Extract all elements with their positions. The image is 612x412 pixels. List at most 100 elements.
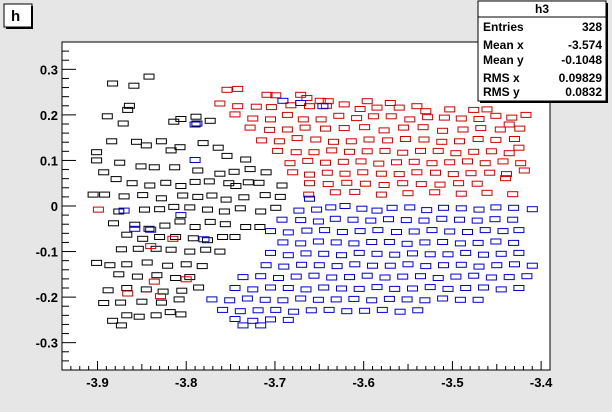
data-point-s2-132	[224, 297, 236, 304]
x-tick-label: -3.7	[264, 375, 286, 390]
data-point-s0-57	[274, 193, 286, 200]
data-point-s0-117	[133, 313, 145, 320]
data-point-s2-10	[325, 204, 337, 211]
data-point-s1-8	[361, 98, 373, 105]
data-point-s0-43	[253, 179, 265, 186]
data-point-s1-90	[337, 158, 349, 165]
data-point-s1-62	[328, 138, 339, 145]
data-point-s2-79	[495, 250, 507, 257]
data-point-s2-65	[508, 239, 520, 246]
data-point-s2-52	[277, 239, 289, 246]
data-point-s1-125	[375, 191, 387, 198]
data-point-s0-18	[197, 140, 209, 147]
plot-frame[interactable]	[61, 41, 551, 371]
data-point-s0-16	[165, 147, 177, 154]
data-point-s2-55	[330, 239, 342, 246]
data-point-s1-0	[221, 86, 233, 93]
data-point-s0-37	[175, 183, 187, 189]
data-point-s0-83	[202, 237, 213, 244]
data-point-s2-145	[454, 296, 466, 303]
data-point-s0-71	[159, 222, 171, 229]
data-point-s1-140	[167, 235, 179, 242]
data-point-s1-50	[378, 127, 390, 134]
data-point-s0-48	[118, 193, 130, 200]
data-point-s1-12	[250, 103, 262, 110]
data-point-s1-104	[339, 170, 351, 177]
stats-box[interactable]: h3 Entries 328 Mean x -3.574 Mean y -0.1…	[477, 0, 608, 103]
data-point-s0-72	[174, 218, 186, 225]
data-point-s2-0	[277, 97, 289, 104]
data-point-s0-119	[164, 309, 176, 316]
data-point-s1-75	[308, 149, 320, 156]
data-point-s1-58	[256, 137, 268, 144]
data-point-s0-63	[202, 206, 213, 213]
data-point-s2-72	[371, 250, 383, 257]
data-point-s2-158	[412, 307, 424, 314]
data-point-s2-84	[313, 262, 325, 269]
data-point-s2-163	[237, 322, 249, 329]
data-point-s0-65	[234, 205, 246, 212]
data-point-s1-135	[513, 144, 525, 151]
data-point-s2-105	[379, 274, 391, 281]
chart-title: h	[11, 8, 20, 25]
data-point-s1-69	[454, 138, 465, 145]
axes: -3.9 -3.8 -3.7 -3.6 -3.5 -3.4 -0.3 -0.2 -0.1 0 0.1…	[36, 41, 553, 390]
data-point-s0-15	[204, 117, 216, 124]
data-point-s1-130	[507, 191, 519, 198]
data-point-s2-25	[312, 218, 324, 225]
data-point-s2-157	[394, 308, 406, 315]
data-point-s1-78	[361, 148, 373, 155]
data-point-s2-67	[282, 252, 294, 259]
data-point-s0-84	[217, 234, 229, 240]
data-point-s1-117	[359, 180, 371, 187]
data-point-s2-46	[426, 227, 438, 234]
data-point-s2-118	[300, 286, 312, 293]
data-point-s2-150	[270, 306, 282, 313]
data-point-s1-48	[338, 125, 350, 132]
data-point-s1-39	[473, 116, 485, 122]
stats-rms-y-label: RMS y	[483, 85, 520, 99]
data-point-s0-17	[174, 144, 186, 151]
data-point-s1-85	[485, 148, 497, 155]
data-point-s0-66	[255, 208, 267, 215]
stats-rms-x-value: 0.09829	[559, 71, 603, 85]
data-point-s2-109	[450, 273, 462, 280]
data-point-s2-99	[273, 275, 284, 281]
data-point-s0-1	[128, 82, 140, 89]
data-point-s0-53	[206, 192, 218, 199]
data-point-s1-68	[436, 138, 448, 145]
data-point-s2-152	[305, 307, 317, 314]
data-point-s0-54	[220, 196, 232, 203]
data-point-s1-59	[273, 138, 285, 145]
data-point-s2-26	[329, 215, 341, 222]
data-point-s2-2	[317, 103, 329, 110]
data-point-s0-34	[126, 180, 138, 187]
data-point-s2-115	[247, 286, 259, 293]
data-point-s0-118	[150, 312, 162, 319]
data-point-s1-42	[520, 111, 532, 118]
data-point-s1-137	[481, 106, 493, 113]
data-point-s2-75	[424, 251, 436, 258]
title-box[interactable]: h	[3, 3, 33, 29]
data-point-s2-123	[389, 285, 401, 292]
data-point-s1-141	[122, 290, 134, 297]
data-point-s1-88	[302, 157, 314, 164]
data-point-s0-91	[200, 246, 212, 253]
data-point-s2-117	[282, 285, 294, 291]
data-point-s2-78	[478, 251, 489, 258]
data-point-s1-110	[447, 171, 459, 178]
data-point-s2-54	[312, 238, 324, 245]
data-point-s1-55	[475, 125, 487, 132]
data-point-s0-21	[91, 149, 103, 156]
data-point-s0-122	[175, 311, 187, 318]
data-point-s2-98	[255, 273, 267, 280]
data-point-s1-94	[408, 158, 420, 165]
data-point-s2-21	[508, 204, 520, 211]
data-point-s2-29	[383, 216, 394, 223]
data-point-s2-35	[489, 216, 501, 223]
data-point-s0-52	[192, 193, 204, 200]
data-point-s1-118	[378, 182, 390, 188]
data-point-s0-121	[115, 322, 127, 329]
data-point-s0-19	[212, 144, 224, 151]
